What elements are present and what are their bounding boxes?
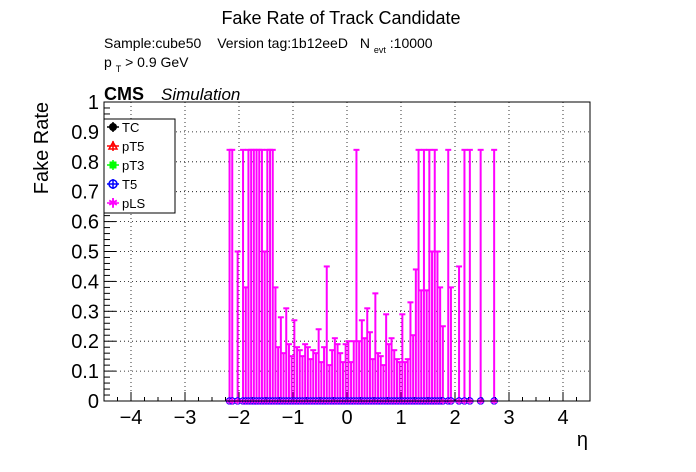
y-tick-label: 0.2 [71, 331, 99, 353]
legend-label: pT3 [122, 158, 144, 173]
y-tick-label: 0.8 [71, 152, 99, 174]
legend-marker-icon [109, 161, 117, 169]
x-tick-label: −2 [228, 407, 251, 429]
legend-item-TC: TC [107, 120, 139, 135]
legend-item-pT3: pT3 [107, 158, 144, 173]
data-points: ✱✱✱✱✱✱✱✱✱✱✱✱✱✱✱✱✱✱✱✱✱✱✱✱✱✱✱✱✱✱✱✱✱✱✱✱✱✱✱✱… [225, 148, 498, 407]
legend-item-T5: T5 [107, 177, 137, 192]
legend-item-pT5: pT5 [107, 139, 144, 154]
nevt-label: N [360, 35, 370, 51]
legend: TC pT5 pT3 T5 ✱ pLS [103, 118, 176, 214]
x-tick-label: 0 [341, 407, 352, 429]
legend-marker-icon [107, 140, 119, 150]
x-axis-label: η [577, 429, 588, 451]
y-tick-label: 0.3 [71, 301, 99, 323]
chart-title: Fake Rate of Track Candidate [221, 8, 460, 28]
legend-label: TC [122, 120, 139, 135]
x-tick-label: 2 [449, 407, 460, 429]
x-tick-label: 3 [503, 407, 514, 429]
subtitle-line-1: Sample:cube50 Version tag:1b12eeD N evt … [104, 35, 433, 56]
y-tick-label: 0.4 [71, 271, 99, 293]
x-tick-label: 1 [395, 407, 406, 429]
legend-label: pT5 [122, 139, 144, 154]
y-tick-label: 0.7 [71, 182, 99, 204]
legend-label: T5 [122, 177, 137, 192]
y-tick-label: 1 [88, 92, 99, 114]
y-tick-label: 0.6 [71, 212, 99, 234]
x-tick-label: −1 [282, 407, 305, 429]
y-tick-label: 0 [88, 391, 99, 413]
version-tag-label: Version tag:1b12eeD [217, 35, 348, 51]
nevt-value: :10000 [390, 35, 433, 51]
cms-label: CMS [104, 84, 144, 104]
x-tick-label: −3 [174, 407, 197, 429]
legend-marker-icon: ✱ [108, 196, 118, 210]
pt-cut-label: p T > 0.9 GeV [104, 54, 189, 75]
legend-label: pLS [122, 196, 145, 211]
y-tick-label: 0.9 [71, 122, 99, 144]
legend-marker-icon [108, 179, 118, 189]
cms-simulation-label: Simulation [161, 85, 240, 104]
y-axis-ticks: 0 0.1 0.2 0.3 0.4 0.5 0.6 0.7 0.8 0.9 1 [71, 92, 116, 413]
plot-frame [103, 101, 591, 402]
legend-marker-icon [109, 123, 117, 131]
x-tick-label: −4 [120, 407, 143, 429]
x-tick-label: 4 [557, 407, 568, 429]
y-tick-label: 0.1 [71, 361, 99, 383]
y-tick-label: 0.5 [71, 242, 99, 264]
y-axis-label: Fake Rate [31, 102, 53, 194]
nevt-subscript: evt [374, 45, 387, 55]
legend-item-pLS: ✱ pLS [107, 196, 145, 211]
sample-label: Sample:cube50 [104, 35, 202, 51]
grid-lines [104, 102, 590, 401]
